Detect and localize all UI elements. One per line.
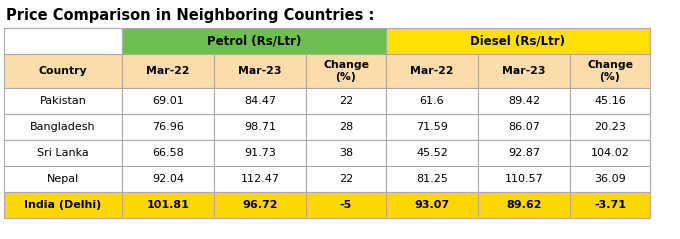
Bar — [386, 54, 478, 88]
Bar — [4, 28, 122, 54]
Text: 76.96: 76.96 — [152, 122, 184, 132]
Text: Price Comparison in Neighboring Countries :: Price Comparison in Neighboring Countrie… — [6, 8, 375, 23]
Bar — [214, 140, 306, 166]
Text: 101.81: 101.81 — [147, 200, 190, 210]
Bar — [570, 192, 650, 218]
Bar — [478, 192, 570, 218]
Bar — [570, 166, 650, 192]
Text: -5: -5 — [340, 200, 352, 210]
Bar — [122, 192, 214, 218]
Text: Nepal: Nepal — [47, 174, 79, 184]
Bar — [4, 192, 122, 218]
Bar — [4, 140, 122, 166]
Bar — [122, 54, 214, 88]
Bar — [570, 114, 650, 140]
Bar — [122, 88, 214, 114]
Text: 61.6: 61.6 — [420, 96, 444, 106]
Text: 69.01: 69.01 — [152, 96, 184, 106]
Text: Diesel (Rs/Ltr): Diesel (Rs/Ltr) — [471, 34, 566, 48]
Text: 96.72: 96.72 — [242, 200, 277, 210]
Bar — [4, 166, 122, 192]
Text: Sri Lanka: Sri Lanka — [37, 148, 89, 158]
Text: 89.62: 89.62 — [506, 200, 542, 210]
Text: Bangladesh: Bangladesh — [30, 122, 96, 132]
Text: Petrol (Rs/Ltr): Petrol (Rs/Ltr) — [207, 34, 301, 48]
Text: 71.59: 71.59 — [416, 122, 448, 132]
Text: 112.47: 112.47 — [241, 174, 279, 184]
Bar — [122, 114, 214, 140]
Bar — [478, 88, 570, 114]
Bar — [122, 140, 214, 166]
Text: India (Delhi): India (Delhi) — [24, 200, 101, 210]
Bar — [386, 114, 478, 140]
Text: 110.57: 110.57 — [505, 174, 543, 184]
Text: 22: 22 — [339, 174, 353, 184]
Text: 86.07: 86.07 — [508, 122, 540, 132]
Text: 28: 28 — [339, 122, 353, 132]
Text: Mar-22: Mar-22 — [146, 66, 190, 76]
Text: 91.73: 91.73 — [244, 148, 276, 158]
Text: 22: 22 — [339, 96, 353, 106]
Bar — [306, 54, 386, 88]
Bar — [214, 88, 306, 114]
Bar — [386, 166, 478, 192]
Text: 36.09: 36.09 — [594, 174, 626, 184]
Bar — [386, 88, 478, 114]
Bar — [4, 54, 122, 88]
Text: Mar-23: Mar-23 — [503, 66, 546, 76]
Text: 93.07: 93.07 — [414, 200, 449, 210]
Text: 45.16: 45.16 — [594, 96, 626, 106]
Bar — [306, 114, 386, 140]
Text: Change
(%): Change (%) — [587, 60, 633, 82]
Bar — [478, 166, 570, 192]
Bar — [306, 88, 386, 114]
Bar — [4, 114, 122, 140]
Text: Country: Country — [39, 66, 87, 76]
Text: 92.87: 92.87 — [508, 148, 540, 158]
Bar — [570, 88, 650, 114]
Text: 81.25: 81.25 — [416, 174, 448, 184]
Bar — [122, 28, 386, 54]
Bar — [478, 114, 570, 140]
Bar — [386, 28, 650, 54]
Text: 92.04: 92.04 — [152, 174, 184, 184]
Bar — [386, 140, 478, 166]
Text: Pakistan: Pakistan — [39, 96, 86, 106]
Bar — [4, 88, 122, 114]
Bar — [386, 192, 478, 218]
Text: 84.47: 84.47 — [244, 96, 276, 106]
Bar — [478, 54, 570, 88]
Bar — [306, 166, 386, 192]
Text: 98.71: 98.71 — [244, 122, 276, 132]
Bar — [570, 54, 650, 88]
Text: 45.52: 45.52 — [416, 148, 448, 158]
Text: 38: 38 — [339, 148, 353, 158]
Text: Mar-22: Mar-22 — [410, 66, 454, 76]
Text: 104.02: 104.02 — [590, 148, 630, 158]
Bar — [214, 166, 306, 192]
Bar — [214, 192, 306, 218]
Bar — [306, 192, 386, 218]
Bar — [214, 114, 306, 140]
Text: Change
(%): Change (%) — [323, 60, 369, 82]
Text: 89.42: 89.42 — [508, 96, 540, 106]
Bar — [570, 140, 650, 166]
Text: -3.71: -3.71 — [594, 200, 626, 210]
Text: Mar-23: Mar-23 — [238, 66, 282, 76]
Bar — [214, 54, 306, 88]
Text: 66.58: 66.58 — [152, 148, 184, 158]
Bar — [478, 140, 570, 166]
Text: 20.23: 20.23 — [594, 122, 626, 132]
Bar — [306, 140, 386, 166]
Bar — [122, 166, 214, 192]
